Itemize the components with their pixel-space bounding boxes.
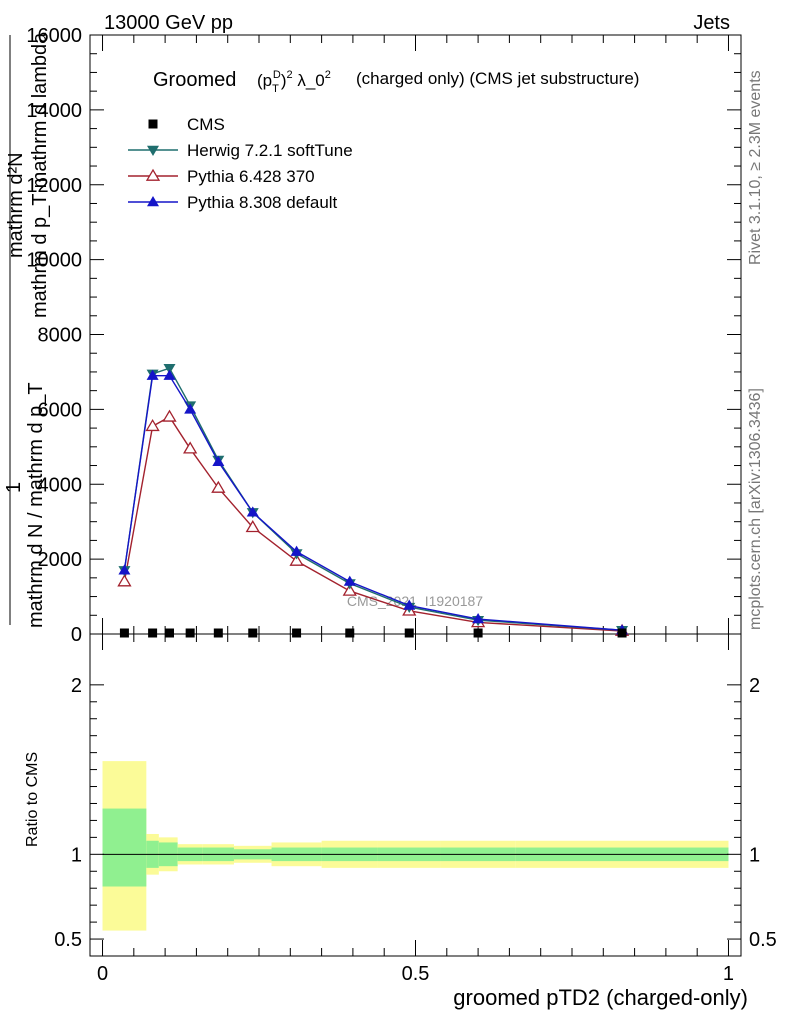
ratio-panel-frame bbox=[89, 633, 742, 957]
data-point bbox=[162, 409, 177, 422]
title-suffix: (charged only) (CMS jet substructure) bbox=[356, 69, 639, 88]
legend-item-py6: Pythia 6.428 370 bbox=[128, 167, 315, 186]
data-point bbox=[292, 628, 302, 638]
y-tick-label: 4000 bbox=[38, 474, 83, 496]
legend-label: Herwig 7.2.1 softTune bbox=[187, 141, 353, 160]
x-axis-label: groomed pTD2 (charged-only) bbox=[453, 985, 748, 1010]
x-tick-label: 0 bbox=[97, 963, 108, 985]
watermark: CMS_2021_I1920187 bbox=[347, 593, 483, 609]
y-tick-label: 16000 bbox=[26, 25, 82, 47]
data-point bbox=[212, 455, 225, 466]
x-tick-label: 1 bbox=[723, 963, 734, 985]
data-point bbox=[248, 628, 258, 638]
mcplots-label: mcplots.cern.ch [arXiv:1306.3436] bbox=[747, 388, 764, 630]
ratio-tick-label: 2 bbox=[71, 675, 82, 697]
title-formula: (pTD)2 λ_02 bbox=[257, 69, 331, 95]
data-point bbox=[472, 613, 485, 624]
data-point bbox=[119, 628, 129, 638]
series-line bbox=[123, 415, 623, 632]
legend-marker bbox=[145, 168, 161, 181]
data-point bbox=[184, 403, 197, 414]
ylabel-bottom: mathrm d p_T mathrm d lambda bbox=[29, 32, 51, 318]
legend-marker bbox=[148, 119, 158, 129]
data-point bbox=[246, 506, 259, 517]
data-point bbox=[617, 628, 627, 638]
legend: CMS Herwig 7.2.1 softTune Pythia 6.428 370… bbox=[128, 115, 353, 212]
category-label: Jets bbox=[693, 12, 730, 34]
data-point bbox=[473, 628, 483, 638]
main-y-ticks: 0 2000 4000 6000 8000 10000 12000 14000 16000 bbox=[26, 25, 741, 646]
y-tick-label: 10000 bbox=[26, 250, 82, 272]
data-point bbox=[145, 418, 160, 432]
ylabel-one: 1 bbox=[3, 482, 25, 493]
legend-label: Pythia 8.308 default bbox=[187, 193, 338, 212]
legend-marker bbox=[147, 145, 159, 156]
ratio-tick-label-right: 0.5 bbox=[749, 929, 777, 951]
data-point bbox=[117, 574, 132, 587]
y-tick-label: 6000 bbox=[38, 399, 83, 421]
x-ticks: 0 0.5 1 bbox=[97, 35, 734, 985]
data-point bbox=[213, 628, 223, 638]
y-tick-label: 0 bbox=[71, 624, 82, 646]
data-point bbox=[290, 545, 303, 556]
ratio-tick-label: 1 bbox=[71, 844, 82, 866]
data-point bbox=[342, 583, 357, 596]
ylabel-top: mathrm d²N bbox=[5, 152, 27, 258]
data-point bbox=[148, 628, 158, 638]
data-point bbox=[404, 628, 414, 638]
y-tick-label: 14000 bbox=[26, 100, 82, 122]
data-point bbox=[163, 369, 176, 380]
ratio-tick-label: 0.5 bbox=[54, 929, 82, 951]
data-point bbox=[343, 575, 356, 586]
ylabel-norm: mathrm d N / mathrm d p_T bbox=[25, 382, 47, 628]
legend-label: CMS bbox=[187, 115, 225, 134]
data-point bbox=[211, 480, 226, 493]
ratio-tick-label-right: 2 bbox=[749, 675, 760, 697]
ratio-bands bbox=[102, 761, 729, 931]
ratio-tick-label-right: 1 bbox=[749, 844, 760, 866]
ratio-y-ticks: 0.5 0.5 1 1 2 2 bbox=[54, 675, 777, 951]
legend-item-py8: Pythia 8.308 default bbox=[128, 193, 338, 212]
y-tick-label: 12000 bbox=[26, 175, 82, 197]
series-cms bbox=[119, 628, 627, 638]
y-tick-label: 2000 bbox=[38, 549, 83, 571]
data-point bbox=[185, 628, 195, 638]
data-point bbox=[164, 628, 174, 638]
data-point bbox=[345, 628, 355, 638]
ratio-ylabel: Ratio to CMS bbox=[24, 752, 41, 847]
data-point bbox=[403, 599, 416, 610]
legend-item-herwig: Herwig 7.2.1 softTune bbox=[128, 141, 353, 160]
rivet-label: Rivet 3.1.10, ≥ 2.3M events bbox=[747, 70, 764, 265]
ratio-band-inner bbox=[102, 808, 147, 887]
plot-title: Groomed (pTD)2 λ_02 (charged only) (CMS … bbox=[153, 69, 639, 95]
y-tick-label: 8000 bbox=[38, 325, 83, 347]
series-layer bbox=[117, 363, 630, 638]
legend-label: Pythia 6.428 370 bbox=[187, 167, 315, 186]
y-axis-label: mathrm d²N mathrm d p_T mathrm d lambda … bbox=[3, 32, 51, 628]
series-py6 bbox=[117, 409, 630, 636]
series-py8 bbox=[118, 369, 629, 635]
x-tick-label: 0.5 bbox=[402, 963, 430, 985]
data-point bbox=[118, 564, 131, 575]
data-point bbox=[245, 520, 260, 533]
title-prefix: Groomed bbox=[153, 69, 236, 91]
legend-item-cms: CMS bbox=[148, 115, 225, 134]
data-point bbox=[146, 369, 159, 380]
data-point bbox=[289, 553, 304, 566]
data-point bbox=[163, 363, 176, 375]
legend-marker bbox=[147, 196, 159, 207]
energy-label: 13000 GeV pp bbox=[104, 12, 233, 34]
data-point bbox=[183, 441, 198, 454]
